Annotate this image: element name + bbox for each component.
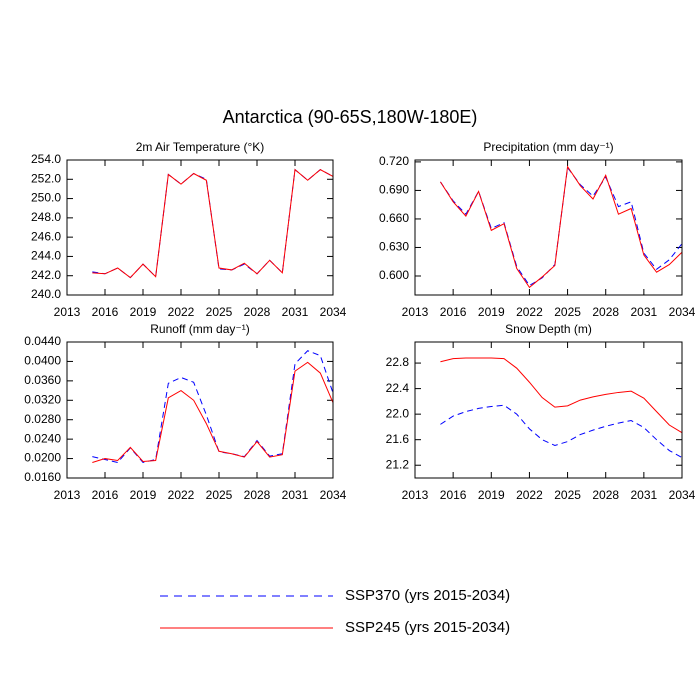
panel-title: 2m Air Temperature (°K)	[136, 140, 265, 154]
x-tick-label: 2019	[478, 305, 505, 319]
y-tick-label: 252.0	[31, 171, 61, 185]
x-tick-label: 2034	[669, 305, 696, 319]
panel-title: Runoff (mm day⁻¹)	[150, 322, 249, 336]
y-tick-label: 0.0320	[24, 392, 61, 406]
x-tick-label: 2013	[402, 305, 429, 319]
y-tick-label: 0.0240	[24, 431, 61, 445]
series-line	[440, 404, 683, 459]
legend-label: SSP245 (yrs 2015-2034)	[345, 619, 510, 636]
y-tick-label: 0.0360	[24, 373, 61, 387]
series-line	[92, 361, 334, 463]
x-tick-label: 2016	[92, 488, 119, 502]
x-tick-label: 2028	[244, 305, 271, 319]
x-tick-label: 2025	[206, 305, 233, 319]
y-tick-label: 0.0160	[24, 470, 61, 484]
series-line	[92, 168, 334, 279]
x-tick-label: 2013	[54, 488, 81, 502]
y-tick-label: 0.0400	[24, 354, 61, 368]
series-line	[440, 165, 683, 289]
x-tick-label: 2016	[440, 488, 467, 502]
x-tick-label: 2025	[554, 305, 581, 319]
y-tick-label: 246.0	[31, 229, 61, 243]
series-line	[440, 357, 683, 434]
y-tick-label: 22.8	[386, 355, 410, 369]
y-tick-label: 254.0	[31, 152, 61, 166]
x-tick-label: 2031	[631, 305, 658, 319]
legend-label: SSP370 (yrs 2015-2034)	[345, 587, 510, 604]
x-tick-label: 2031	[282, 305, 309, 319]
x-tick-label: 2013	[402, 488, 429, 502]
y-tick-label: 242.0	[31, 268, 61, 282]
y-tick-label: 21.2	[386, 457, 410, 471]
y-tick-label: 21.6	[386, 432, 410, 446]
x-tick-label: 2028	[244, 488, 271, 502]
y-tick-label: 0.0200	[24, 451, 61, 465]
y-tick-label: 0.0440	[24, 334, 61, 348]
y-tick-label: 0.630	[379, 240, 409, 254]
x-tick-label: 2019	[130, 305, 157, 319]
x-tick-label: 2022	[168, 305, 195, 319]
x-tick-label: 2013	[54, 305, 81, 319]
x-tick-label: 2022	[168, 488, 195, 502]
y-tick-label: 250.0	[31, 191, 61, 205]
x-tick-label: 2028	[592, 488, 619, 502]
plot-frame	[414, 159, 683, 296]
x-tick-label: 2022	[516, 488, 543, 502]
y-tick-label: 0.0280	[24, 412, 61, 426]
x-tick-label: 2028	[592, 305, 619, 319]
plot-frame	[414, 341, 683, 479]
y-tick-label: 22.0	[386, 406, 410, 420]
y-tick-label: 22.4	[386, 381, 410, 395]
x-tick-label: 2022	[516, 305, 543, 319]
y-tick-label: 244.0	[31, 249, 61, 263]
y-tick-label: 0.660	[379, 211, 409, 225]
plot-frame	[66, 159, 334, 296]
x-tick-label: 2016	[92, 305, 119, 319]
x-tick-label: 2031	[631, 488, 658, 502]
x-tick-label: 2034	[320, 305, 347, 319]
series-line	[92, 350, 334, 464]
figure-title: Antarctica (90-65S,180W-180E)	[223, 107, 478, 127]
panel-title: Precipitation (mm day⁻¹)	[483, 140, 613, 154]
x-tick-label: 2025	[554, 488, 581, 502]
x-tick-label: 2016	[440, 305, 467, 319]
y-tick-label: 0.720	[379, 154, 409, 168]
x-tick-label: 2034	[320, 488, 347, 502]
plot-frame	[66, 341, 334, 479]
y-tick-label: 0.600	[379, 268, 409, 282]
panel-title: Snow Depth (m)	[505, 322, 592, 336]
y-tick-label: 240.0	[31, 287, 61, 301]
y-tick-label: 0.690	[379, 183, 409, 197]
x-tick-label: 2019	[130, 488, 157, 502]
x-tick-label: 2031	[282, 488, 309, 502]
x-tick-label: 2034	[669, 488, 696, 502]
x-tick-label: 2019	[478, 488, 505, 502]
y-tick-label: 248.0	[31, 210, 61, 224]
x-tick-label: 2025	[206, 488, 233, 502]
